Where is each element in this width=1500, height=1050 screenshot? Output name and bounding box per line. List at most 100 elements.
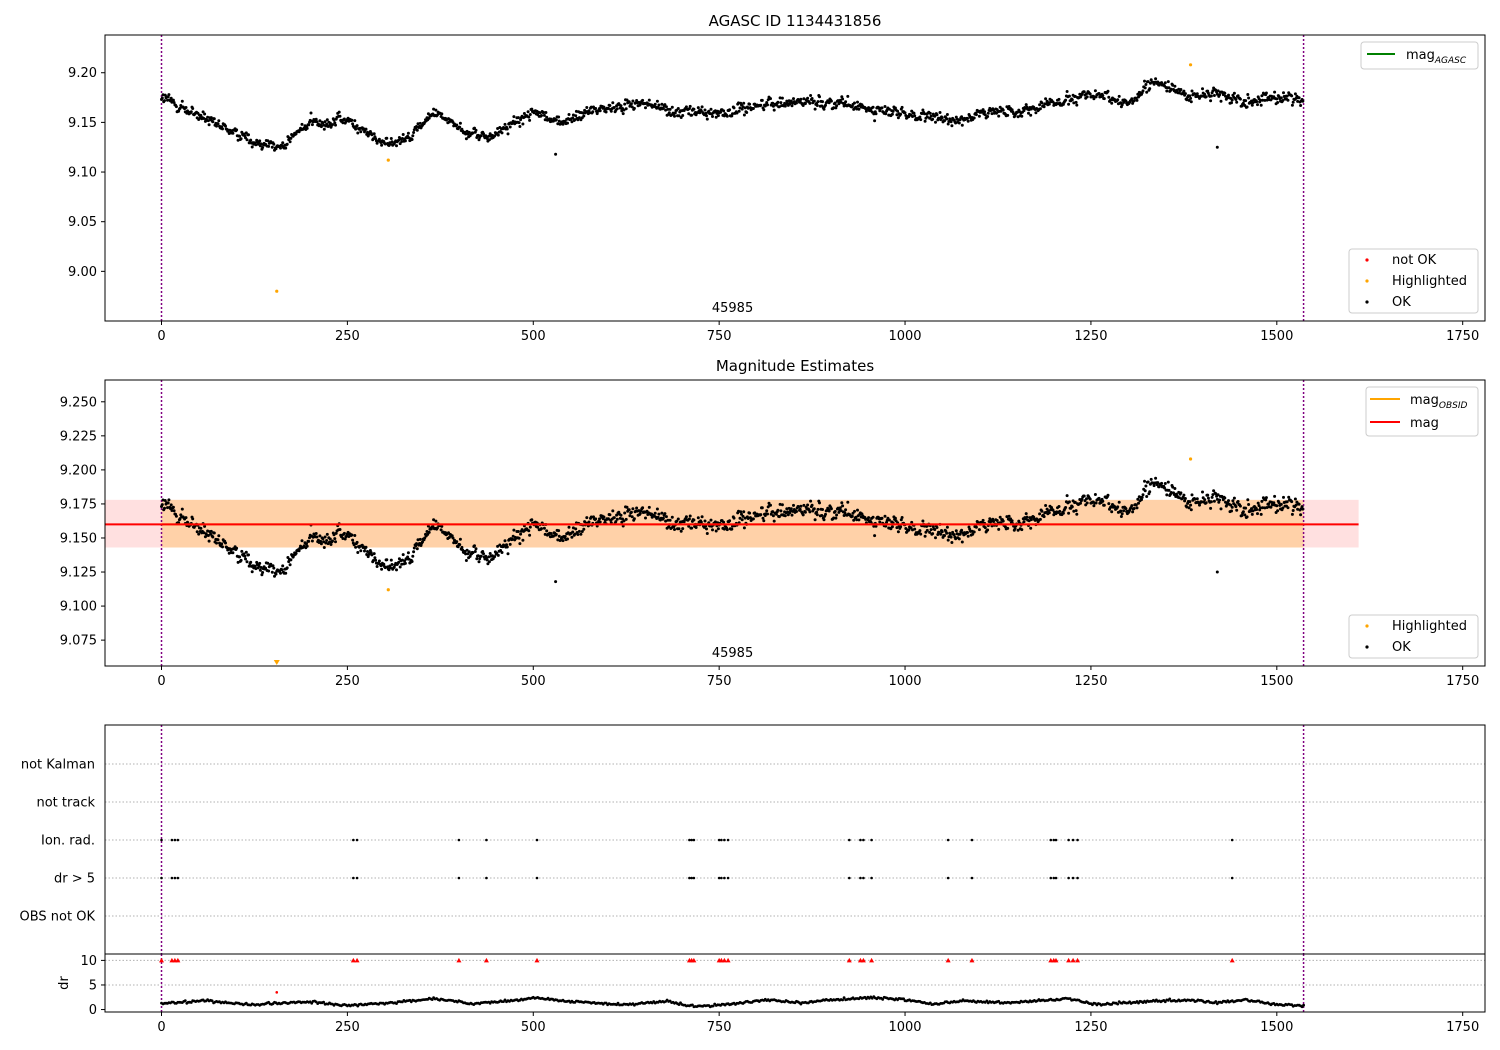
ok-point xyxy=(549,532,553,535)
ok-point xyxy=(835,513,839,517)
estimates-y-ticks: 9.075 9.100 9.125 9.150 9.175 9.200 9.225 9.250 xyxy=(60,395,105,649)
ok-point xyxy=(666,518,670,522)
ok-point xyxy=(1119,509,1123,513)
ok-point xyxy=(591,110,595,114)
ok-point xyxy=(258,568,262,572)
ok-point xyxy=(500,551,504,554)
x-tick-label: 0 xyxy=(157,674,165,689)
ok-point xyxy=(873,534,877,538)
ok-point xyxy=(1231,499,1235,503)
ok-point xyxy=(1290,103,1294,107)
ok-point xyxy=(505,545,509,549)
flag-point xyxy=(717,876,721,880)
ok-point xyxy=(516,530,520,533)
ok-point xyxy=(966,531,969,534)
ok-point xyxy=(199,526,203,530)
highlighted-point xyxy=(386,158,390,162)
dr-y-ticks: 0 5 10 xyxy=(80,954,105,1018)
ok-point xyxy=(434,108,438,112)
ok-point xyxy=(1275,97,1279,101)
ok-point xyxy=(641,98,645,102)
ok-point xyxy=(751,107,755,110)
ok-point xyxy=(279,146,282,150)
ok-point xyxy=(166,95,170,99)
ok-point xyxy=(1276,101,1280,104)
ok-point xyxy=(873,119,877,123)
ok-point xyxy=(602,515,606,519)
ok-point xyxy=(503,122,507,126)
ok-point xyxy=(997,527,1001,531)
ok-point xyxy=(561,539,565,543)
ok-point xyxy=(1188,500,1192,504)
ok-point xyxy=(458,537,462,541)
ok-point xyxy=(806,503,810,507)
ok-point xyxy=(664,108,668,112)
ok-point xyxy=(224,124,227,128)
ok-point xyxy=(1072,509,1076,513)
ok-point xyxy=(300,122,304,126)
ok-point xyxy=(1149,477,1153,481)
ok-point xyxy=(582,527,586,531)
ok-point xyxy=(305,542,308,546)
x-tick-label: 750 xyxy=(707,1020,732,1035)
flag-point xyxy=(1067,838,1070,842)
ok-point xyxy=(487,138,491,142)
ok-point xyxy=(940,116,944,120)
ok-point xyxy=(725,114,729,118)
ok-point xyxy=(986,111,990,115)
ok-point xyxy=(1190,493,1194,497)
ok-point xyxy=(922,112,926,116)
dr-highlighted-point xyxy=(275,991,279,994)
ok-point xyxy=(694,526,698,529)
ok-point xyxy=(762,108,766,112)
ok-point xyxy=(1001,108,1005,112)
ok-point xyxy=(677,114,681,118)
ok-point xyxy=(419,544,423,547)
ok-point xyxy=(939,532,943,536)
ok-point xyxy=(325,539,329,542)
ok-point xyxy=(1264,91,1268,95)
ok-point xyxy=(1189,100,1193,104)
ok-point xyxy=(554,533,558,536)
ok-point xyxy=(1057,505,1061,508)
ok-point xyxy=(735,111,739,115)
ok-point xyxy=(328,121,332,125)
ok-point xyxy=(473,126,476,130)
estimates-legend-obsid-text: mag xyxy=(1410,393,1439,408)
ok-point xyxy=(623,102,627,106)
ok-point xyxy=(1137,501,1140,505)
y-tick-label: 9.175 xyxy=(60,497,97,512)
ok-point xyxy=(359,130,363,134)
ok-point xyxy=(644,106,647,110)
ok-point xyxy=(1238,504,1242,508)
ok-point xyxy=(1212,499,1216,503)
ok-point xyxy=(1149,78,1153,82)
agasc-legend-ok-label: OK xyxy=(1392,295,1411,310)
ok-point xyxy=(1272,501,1276,505)
ok-point xyxy=(623,511,627,515)
dr-point xyxy=(1168,997,1172,1001)
ok-point xyxy=(577,529,581,533)
flag-point xyxy=(176,838,180,842)
flag-point xyxy=(970,838,974,842)
ok-point xyxy=(867,106,871,110)
flag-point xyxy=(859,838,862,842)
ok-point xyxy=(632,106,636,110)
ok-point xyxy=(1067,102,1071,106)
ok-point xyxy=(945,531,949,535)
ok-point xyxy=(772,108,776,112)
ok-point xyxy=(1261,506,1265,510)
ok-point xyxy=(574,527,578,531)
ok-point xyxy=(356,551,360,554)
ok-point xyxy=(598,520,602,524)
ok-point xyxy=(1040,509,1044,513)
ok-point xyxy=(818,501,821,505)
ok-point xyxy=(983,110,987,114)
ok-point xyxy=(377,559,381,563)
ok-point xyxy=(806,96,810,100)
agasc-obsid-label: 45985 xyxy=(712,301,753,316)
ok-point xyxy=(518,542,522,546)
ok-point xyxy=(1163,482,1167,485)
ok-point xyxy=(853,509,856,513)
dr-flag-marker xyxy=(691,957,697,963)
